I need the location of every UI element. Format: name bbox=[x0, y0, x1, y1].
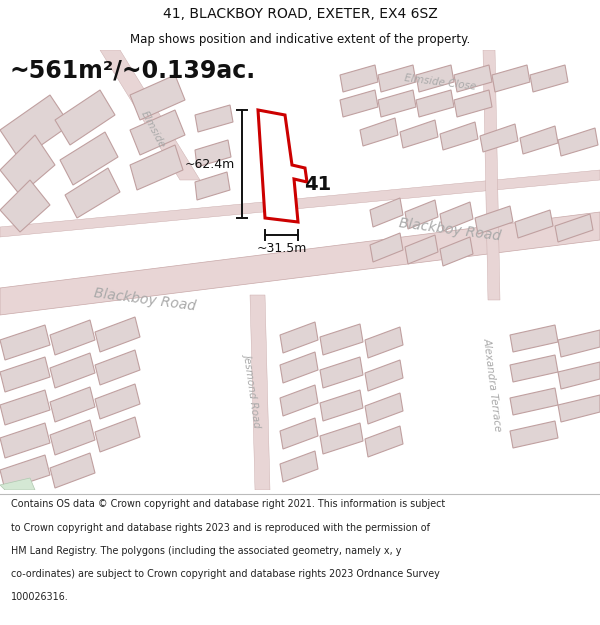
Polygon shape bbox=[340, 90, 378, 117]
Polygon shape bbox=[250, 295, 270, 490]
Polygon shape bbox=[370, 198, 403, 227]
Polygon shape bbox=[280, 322, 318, 353]
Polygon shape bbox=[370, 233, 403, 262]
Text: Map shows position and indicative extent of the property.: Map shows position and indicative extent… bbox=[130, 32, 470, 46]
Polygon shape bbox=[130, 75, 185, 120]
Polygon shape bbox=[378, 65, 416, 92]
Text: 100026316.: 100026316. bbox=[11, 592, 68, 602]
Polygon shape bbox=[320, 390, 363, 421]
Text: Elmside: Elmside bbox=[139, 109, 167, 151]
Polygon shape bbox=[416, 65, 454, 92]
Polygon shape bbox=[440, 122, 478, 150]
Polygon shape bbox=[0, 212, 600, 315]
Polygon shape bbox=[195, 105, 233, 132]
Polygon shape bbox=[365, 327, 403, 358]
Polygon shape bbox=[510, 325, 558, 352]
Polygon shape bbox=[195, 140, 231, 167]
Text: Contains OS data © Crown copyright and database right 2021. This information is : Contains OS data © Crown copyright and d… bbox=[11, 499, 445, 509]
Polygon shape bbox=[95, 417, 140, 452]
Polygon shape bbox=[0, 170, 600, 237]
Text: to Crown copyright and database rights 2023 and is reproduced with the permissio: to Crown copyright and database rights 2… bbox=[11, 522, 430, 532]
Polygon shape bbox=[320, 423, 363, 454]
Polygon shape bbox=[280, 418, 318, 449]
Polygon shape bbox=[530, 65, 568, 92]
Polygon shape bbox=[440, 237, 473, 266]
Polygon shape bbox=[515, 210, 553, 238]
Polygon shape bbox=[454, 65, 492, 92]
Polygon shape bbox=[400, 120, 438, 148]
Polygon shape bbox=[50, 420, 95, 455]
Polygon shape bbox=[55, 90, 115, 145]
Text: Blackboy Road: Blackboy Road bbox=[93, 286, 197, 314]
Polygon shape bbox=[0, 357, 50, 392]
Polygon shape bbox=[454, 90, 492, 117]
Polygon shape bbox=[440, 202, 473, 231]
Polygon shape bbox=[520, 126, 558, 154]
Text: ~31.5m: ~31.5m bbox=[256, 242, 307, 255]
Polygon shape bbox=[0, 325, 50, 360]
Text: Alexandra Terrace: Alexandra Terrace bbox=[481, 338, 503, 432]
Polygon shape bbox=[360, 118, 398, 146]
Text: HM Land Registry. The polygons (including the associated geometry, namely x, y: HM Land Registry. The polygons (includin… bbox=[11, 546, 401, 556]
Polygon shape bbox=[0, 180, 50, 232]
Polygon shape bbox=[416, 90, 454, 117]
Polygon shape bbox=[510, 388, 558, 415]
Polygon shape bbox=[365, 360, 403, 391]
Text: ~561m²/~0.139ac.: ~561m²/~0.139ac. bbox=[10, 58, 256, 82]
Polygon shape bbox=[510, 355, 558, 382]
Polygon shape bbox=[480, 124, 518, 152]
Text: ~62.4m: ~62.4m bbox=[185, 158, 235, 171]
Polygon shape bbox=[320, 357, 363, 388]
Polygon shape bbox=[258, 110, 307, 222]
Polygon shape bbox=[0, 478, 35, 490]
Polygon shape bbox=[558, 330, 600, 357]
Polygon shape bbox=[130, 110, 185, 155]
Polygon shape bbox=[195, 172, 230, 200]
Polygon shape bbox=[492, 65, 530, 92]
Polygon shape bbox=[0, 95, 70, 160]
Polygon shape bbox=[280, 451, 318, 482]
Polygon shape bbox=[558, 128, 598, 156]
Polygon shape bbox=[320, 324, 363, 355]
Polygon shape bbox=[100, 50, 200, 180]
Text: 41: 41 bbox=[304, 176, 332, 194]
Text: co-ordinates) are subject to Crown copyright and database rights 2023 Ordnance S: co-ordinates) are subject to Crown copyr… bbox=[11, 569, 440, 579]
Polygon shape bbox=[365, 426, 403, 457]
Polygon shape bbox=[340, 65, 378, 92]
Polygon shape bbox=[60, 132, 118, 185]
Polygon shape bbox=[365, 393, 403, 424]
Polygon shape bbox=[0, 423, 50, 458]
Polygon shape bbox=[280, 385, 318, 416]
Polygon shape bbox=[0, 135, 55, 195]
Polygon shape bbox=[50, 453, 95, 488]
Polygon shape bbox=[0, 455, 50, 490]
Polygon shape bbox=[65, 168, 120, 218]
Polygon shape bbox=[280, 352, 318, 383]
Polygon shape bbox=[50, 353, 95, 388]
Polygon shape bbox=[378, 90, 416, 117]
Polygon shape bbox=[483, 50, 500, 300]
Polygon shape bbox=[405, 235, 438, 264]
Polygon shape bbox=[95, 350, 140, 385]
Polygon shape bbox=[50, 387, 95, 422]
Polygon shape bbox=[475, 206, 513, 234]
Polygon shape bbox=[555, 214, 593, 242]
Polygon shape bbox=[50, 320, 95, 355]
Polygon shape bbox=[0, 390, 50, 425]
Polygon shape bbox=[130, 145, 183, 190]
Polygon shape bbox=[558, 362, 600, 389]
Polygon shape bbox=[95, 317, 140, 352]
Text: Jesmond Road: Jesmond Road bbox=[243, 352, 263, 428]
Text: Blackboy Road: Blackboy Road bbox=[398, 216, 502, 244]
Polygon shape bbox=[558, 395, 600, 422]
Polygon shape bbox=[510, 421, 558, 448]
Text: 41, BLACKBOY ROAD, EXETER, EX4 6SZ: 41, BLACKBOY ROAD, EXETER, EX4 6SZ bbox=[163, 7, 437, 21]
Polygon shape bbox=[405, 200, 438, 229]
Polygon shape bbox=[95, 384, 140, 419]
Text: Elmside Close: Elmside Close bbox=[404, 72, 476, 91]
